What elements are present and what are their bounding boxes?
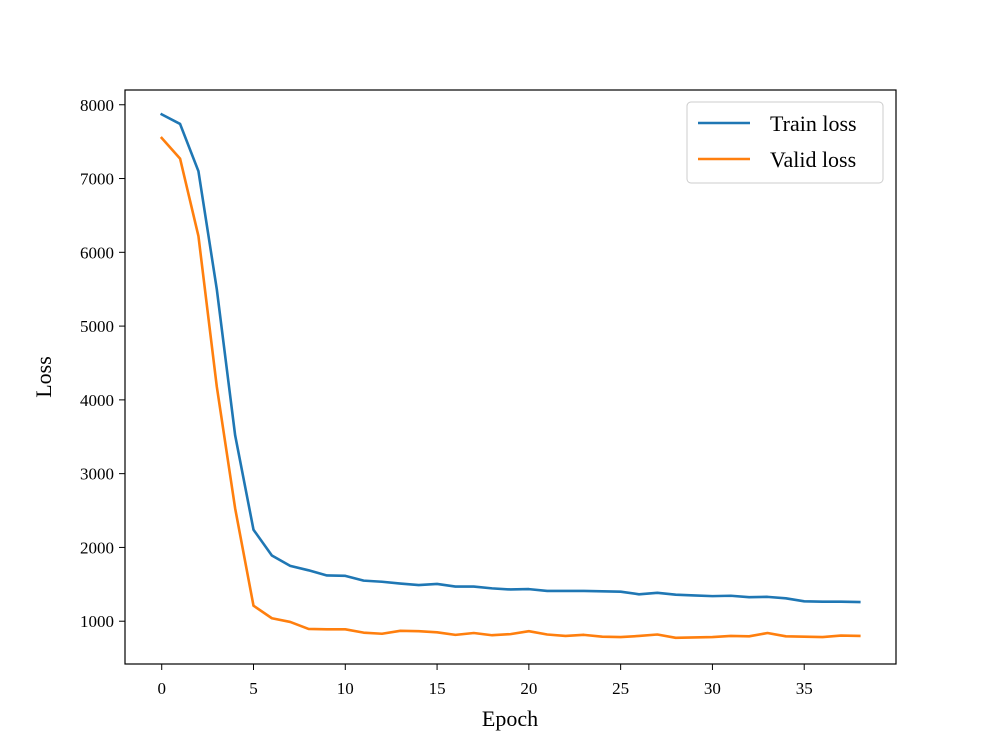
x-tick-label: 10	[337, 679, 354, 698]
x-tick-label: 15	[429, 679, 446, 698]
y-tick-label: 5000	[80, 317, 114, 336]
y-tick-label: 4000	[80, 391, 114, 410]
y-tick-label: 6000	[80, 243, 114, 262]
y-tick-label: 8000	[80, 96, 114, 115]
x-tick-label: 0	[157, 679, 166, 698]
series-line-train	[159, 112, 861, 604]
x-tick-label: 30	[704, 679, 721, 698]
legend-label-valid: Valid loss	[770, 147, 856, 172]
x-axis-label: Epoch	[482, 706, 538, 731]
plot-area	[125, 90, 896, 664]
legend: Train loss Valid loss	[686, 101, 884, 184]
series-layer	[159, 112, 861, 640]
x-tick-label: 25	[612, 679, 629, 698]
x-tick-label: 20	[520, 679, 537, 698]
x-tick-label: 35	[796, 679, 813, 698]
y-axis-label: Loss	[31, 356, 56, 398]
y-tick-label: 3000	[80, 465, 114, 484]
y-tick-label: 1000	[80, 612, 114, 631]
x-tick-label: 5	[249, 679, 258, 698]
y-tick-label: 2000	[80, 538, 114, 557]
plot-frame	[124, 89, 897, 665]
y-axis-ticks: 1000 2000 3000 4000 5000 6000 7000 8000	[80, 96, 125, 631]
y-tick-label: 7000	[80, 170, 114, 189]
x-axis-ticks: 0 5 10 15 20 25 30 35	[157, 664, 813, 698]
series-line-valid	[159, 136, 861, 640]
legend-label-train: Train loss	[770, 111, 857, 136]
